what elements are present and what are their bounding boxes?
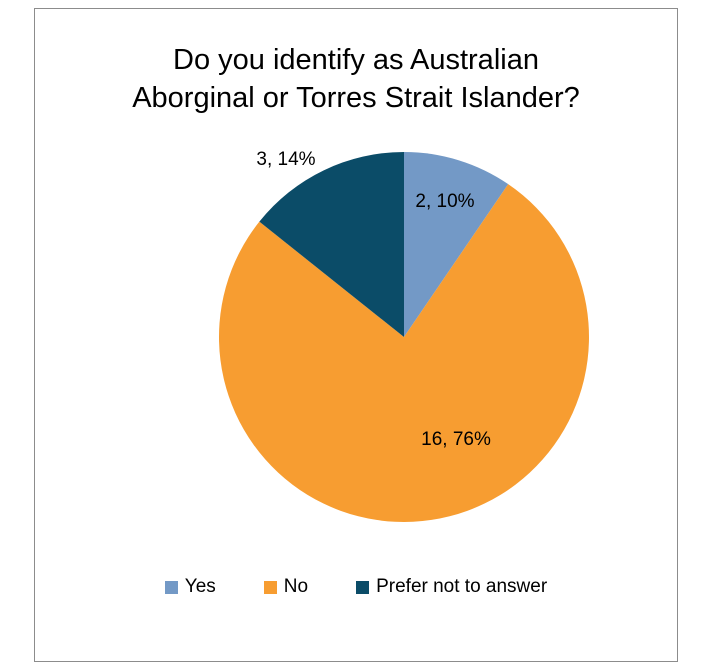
data-label-no: 16, 76% [421,429,491,450]
legend-label-no: No [283,576,309,597]
chart-title-line-2: Aborginal or Torres Strait Islander? [132,82,580,114]
legend: Yes No Prefer not to answer [35,576,677,598]
pie-slice-no [218,184,589,523]
legend-item-yes: Yes [164,576,216,598]
pie-slice-prefer-not [259,152,404,337]
legend-swatch-prefer-not [356,580,370,594]
pie-chart: 2, 10% 16, 76% 3, 14% [218,149,589,523]
data-label-prefer-not: 3, 14% [256,149,315,170]
chart-title: Do you identify as Australian Aborginal … [35,41,677,117]
legend-label-yes: Yes [184,576,216,597]
pie-slice-yes [404,152,509,337]
legend-item-no: No [263,576,309,598]
legend-item-prefer-not: Prefer not to answer [356,576,547,598]
chart-title-line-1: Do you identify as Australian [173,44,539,76]
legend-label-prefer-not: Prefer not to answer [376,576,548,597]
legend-swatch-no [263,580,277,594]
chart-frame: Do you identify as Australian Aborginal … [34,8,678,662]
legend-swatch-yes [164,580,178,594]
data-label-yes: 2, 10% [415,191,474,212]
